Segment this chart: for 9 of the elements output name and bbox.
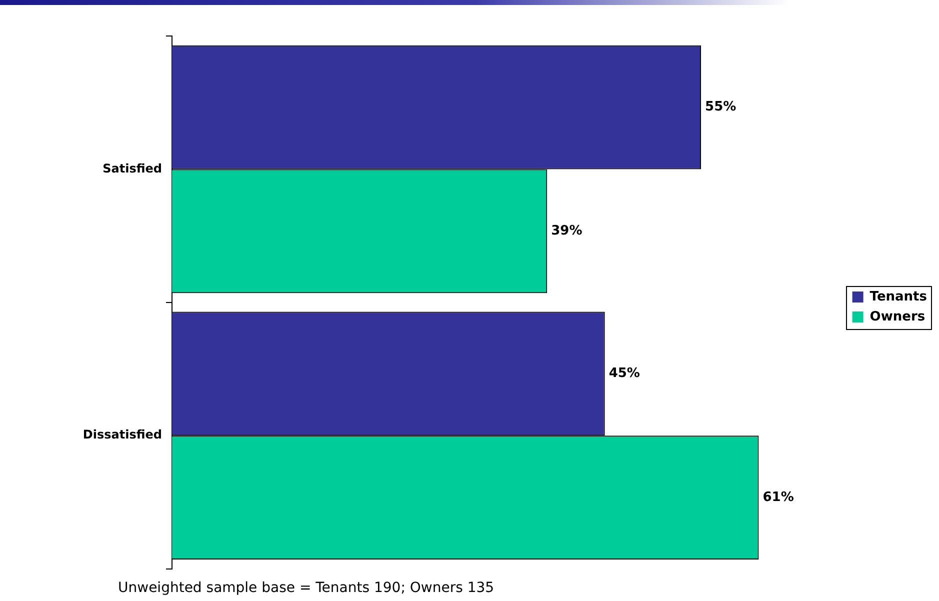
legend-label: Owners: [870, 309, 926, 324]
y-tick-label: Satisfied: [102, 161, 162, 176]
legend-label: Tenants: [870, 289, 928, 304]
text: Unweighted sample base = Tenants 190; Owners 135: [118, 580, 494, 596]
data-label: 55%: [705, 100, 736, 115]
data-label: 61%: [762, 490, 794, 505]
y-tick-label: Dissatisfied: [82, 428, 162, 442]
data-label: 39%: [551, 224, 582, 239]
data-label: 45%: [608, 366, 640, 382]
